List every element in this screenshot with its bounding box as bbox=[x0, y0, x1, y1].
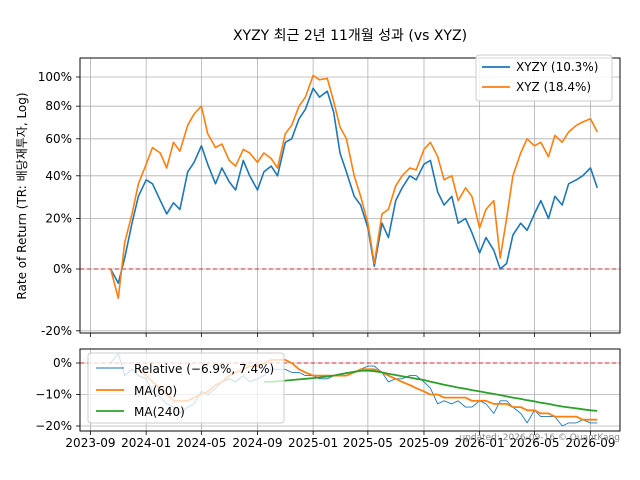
main-y-tick-label: 60% bbox=[45, 132, 72, 146]
relative-y-tick-label: −20% bbox=[35, 419, 72, 433]
relative-x-tick-label: 2026-09 bbox=[565, 436, 615, 450]
relative-x-tick-label: 2025-09 bbox=[399, 436, 449, 450]
relative-x-tick-label: 2025-05 bbox=[343, 436, 393, 450]
main-y-tick-label: 80% bbox=[45, 99, 72, 113]
relative-x-tick-label: 2026-01 bbox=[455, 436, 505, 450]
main-series-line-xyz bbox=[109, 74, 599, 299]
legend-label-relative: Relative (−6.9%, 7.4%) bbox=[134, 362, 274, 376]
relative-x-tick-label: 2026-05 bbox=[509, 436, 559, 450]
main-plot-frame bbox=[79, 57, 621, 334]
relative-y-tick-label: 0% bbox=[53, 356, 72, 370]
main-chart-panel: -20% 0% 20% 40% 60% 80% 100% Rate of Return (T… bbox=[15, 54, 621, 338]
y-axis-label: Rate of Return (TR: 배당재투자, Log) bbox=[15, 92, 29, 299]
watermark: updated: 2026-09-16 © QuantKang bbox=[459, 433, 620, 443]
relative-y-tick-label: −10% bbox=[35, 388, 72, 402]
legend-label-xyz: XYZ (18.4%) bbox=[516, 80, 591, 94]
main-y-tick-label: 40% bbox=[45, 169, 72, 183]
relative-x-tick-label: 2024-05 bbox=[176, 436, 226, 450]
legend-label-ma60: MA(60) bbox=[134, 384, 177, 398]
legend-label-xyzy: XYZY (10.3%) bbox=[516, 60, 598, 74]
main-plot-border bbox=[79, 57, 621, 334]
main-y-tick-label: -20% bbox=[41, 324, 72, 338]
relative-plot-border bbox=[79, 348, 621, 432]
relative-x-tick-label: 2024-01 bbox=[121, 436, 171, 450]
relative-x-tick-label: 2023-09 bbox=[65, 436, 115, 450]
main-y-tick-label: 0% bbox=[53, 262, 72, 276]
relative-x-tick-label: 2025-01 bbox=[288, 436, 338, 450]
chart-title: XYZY 최근 2년 11개월 성과 (vs XYZ) bbox=[233, 28, 467, 44]
relative-x-tick-label: 2024-09 bbox=[232, 436, 282, 450]
main-legend: XYZY (10.3%) XYZ (18.4%) bbox=[475, 54, 613, 102]
legend-label-ma240: MA(240) bbox=[134, 405, 185, 419]
relative-legend: Relative (−6.9%, 7.4%) MA(60) MA(240) bbox=[87, 352, 285, 424]
main-series-line-xyzy bbox=[109, 87, 599, 284]
relative-chart-panel: 0% −10% −20% 2023-09 2024-01 2024-05 2024-09 2… bbox=[35, 348, 621, 450]
main-y-tick-label: 100% bbox=[38, 70, 72, 84]
relative-series-line-ma240 bbox=[263, 369, 598, 412]
main-y-tick-label: 20% bbox=[45, 211, 72, 225]
